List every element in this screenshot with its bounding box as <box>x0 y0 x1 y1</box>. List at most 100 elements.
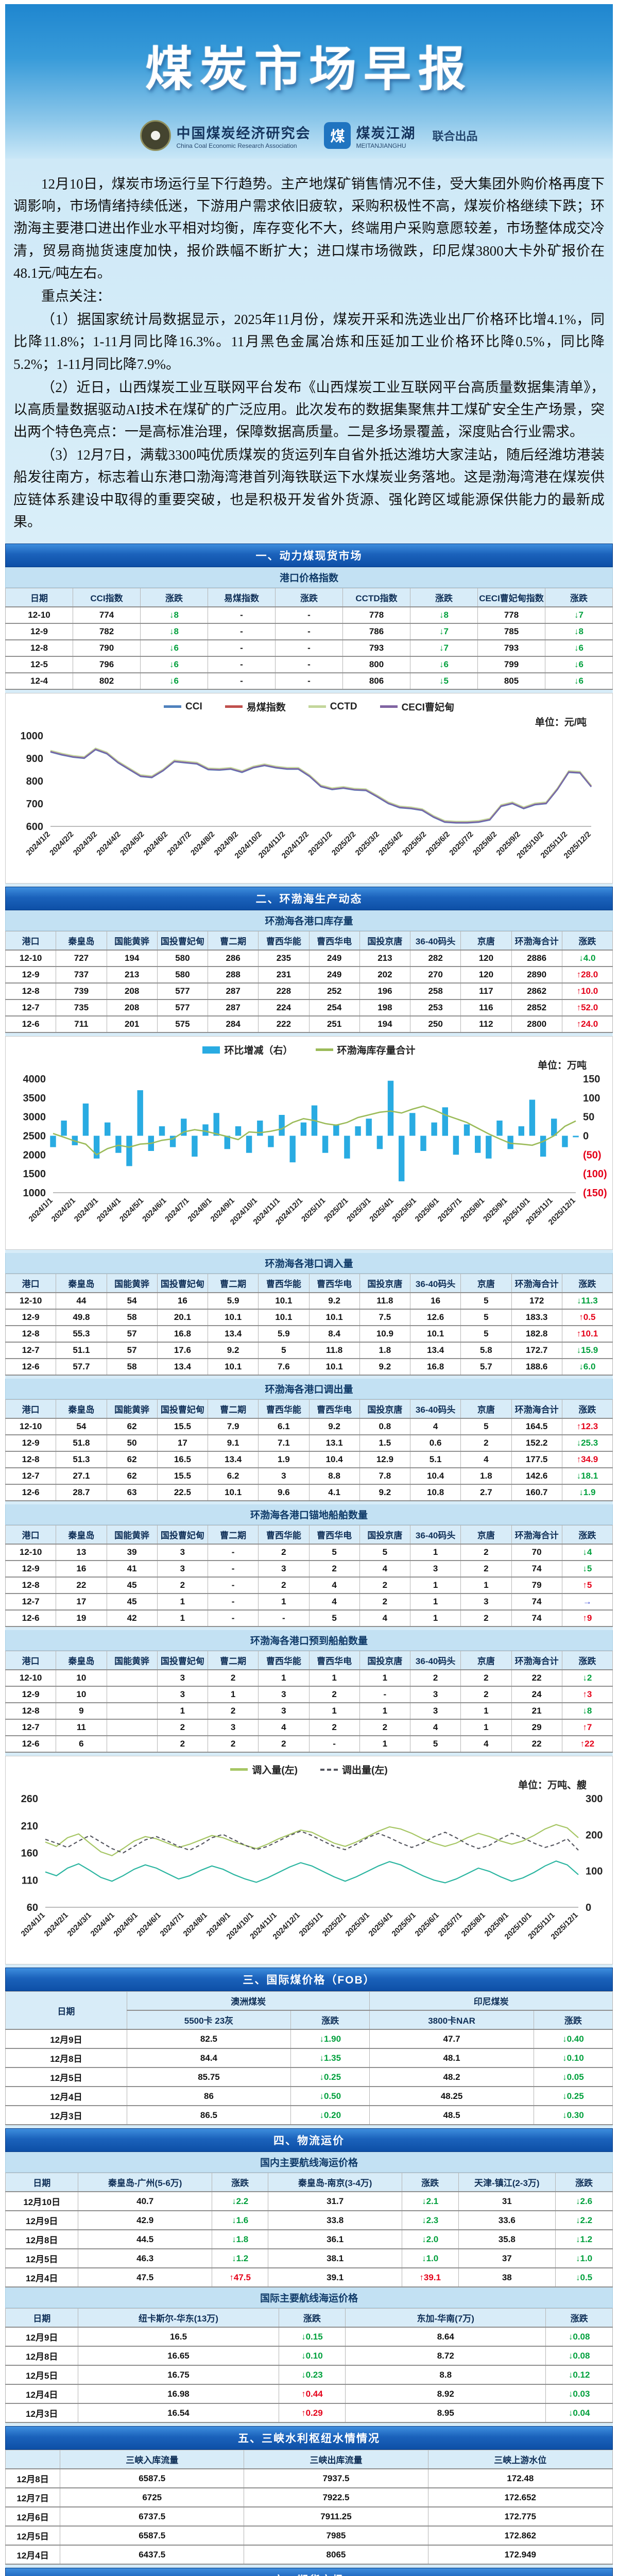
table-row: 12-9 10 3 1 3 2-3 2 24 ↑3 <box>5 1686 613 1703</box>
cell: 3 <box>258 1560 310 1578</box>
cell: ↓2.2 <box>555 2210 613 2230</box>
cell: 2 <box>308 1686 360 1703</box>
cell: 786 <box>342 623 410 640</box>
cell: 9 <box>56 1702 107 1720</box>
cell: 13.4 <box>207 1325 259 1343</box>
cell: 3 <box>157 1669 209 1687</box>
cell: 5 <box>359 1544 411 1561</box>
table-row: 12-5 796 ↓6- -800 ↓6 799 ↓6 <box>5 656 613 673</box>
cell: ↓8 <box>561 1702 613 1720</box>
cell: 1 <box>460 1719 512 1736</box>
col-header <box>5 2450 61 2469</box>
col-header: 三峡入库流量 <box>60 2450 245 2469</box>
cell: 284 <box>207 1015 259 1033</box>
cell: 37 <box>458 2248 556 2268</box>
anchor-ships-block: 环渤海各港口锚地船舶数量 港口 秦皇岛 国能黄骅 国投曹妃甸 曹二期 曹西华能 曹西华电 国投… <box>5 1504 613 1627</box>
col-header: 36-40码头 <box>409 1525 461 1545</box>
table-row: 12-10 54 62 15.5 7.9 6.1 9.2 0.8 4 5 164.5 ↑12.3 <box>5 1418 613 1435</box>
row-date: 12-8 <box>5 1451 57 1468</box>
cell: 2 <box>460 1609 512 1627</box>
col-header: 国投京唐 <box>359 931 411 951</box>
cell: 16.5 <box>78 2327 279 2347</box>
table-row: 12月8日 84.4 ↓1.35 48.1 ↓0.10 <box>5 2048 613 2068</box>
cell: 15.5 <box>157 1467 209 1485</box>
cell: 16.65 <box>78 2346 279 2366</box>
cell: 711 <box>56 1015 107 1033</box>
intl-coal-price-table: 日期 澳洲煤炭 印尼煤炭 5500卡 23灰 涨跌 3800卡NAR 涨跌 12… <box>5 1991 613 2125</box>
cell: ↓0.25 <box>533 2086 613 2106</box>
row-date: 12月6日 <box>5 2506 61 2527</box>
col-header: 秦皇岛-广州(5-6万) <box>78 2173 212 2192</box>
cell: ↓7 <box>410 623 478 640</box>
cell: ↑5 <box>561 1577 613 1594</box>
flow-line-chart: 260 210 160 110 60 300 200 100 0 2024/1/12024/2/1… <box>20 1793 603 1941</box>
cell: 1 <box>409 1577 461 1594</box>
cell: 55.3 <box>56 1325 107 1343</box>
cell: 116 <box>460 999 512 1016</box>
row-date: 12-6 <box>5 1358 57 1376</box>
table-row: 12-6 57.7 58 13.4 10.1 7.6 10.1 9.2 16.8 5.7 188.6… <box>5 1358 613 1376</box>
cell: 201 <box>106 1015 158 1033</box>
cell: 3 <box>258 1686 310 1703</box>
cell: 10.1 <box>308 1358 360 1376</box>
cell: 782 <box>73 623 141 640</box>
col-header: 日期 <box>5 2173 79 2192</box>
cell: 9.2 <box>308 1292 360 1310</box>
col-header: 涨跌 <box>533 2010 613 2030</box>
cell: 24 <box>511 1686 562 1703</box>
svg-text:2024/3/1: 2024/3/1 <box>73 1196 100 1224</box>
col-header: 涨跌 <box>561 1651 613 1670</box>
svg-text:2024/8/2: 2024/8/2 <box>189 830 216 857</box>
col-header: 5500卡 23灰 <box>126 2010 291 2030</box>
meitanjianghu-logo-icon: 煤 <box>324 122 351 149</box>
cell: ↓6 <box>545 656 613 673</box>
cell: 2 <box>460 1434 512 1452</box>
cell: 20.1 <box>157 1309 209 1326</box>
svg-text:2024/2/1: 2024/2/1 <box>43 1911 70 1938</box>
cell: 1 <box>258 1669 310 1687</box>
col-header: 曹西华能 <box>258 931 310 951</box>
row-date: 12-10 <box>5 950 57 967</box>
svg-text:3000: 3000 <box>23 1112 46 1123</box>
svg-text:60: 60 <box>27 1902 38 1913</box>
cell: ↓0.12 <box>545 2365 613 2385</box>
cell: 2 <box>460 1544 512 1561</box>
cell: 183.3 <box>511 1309 562 1326</box>
cell: 796 <box>73 656 141 673</box>
cell: 58 <box>106 1358 158 1376</box>
cell: 2800 <box>511 1015 562 1033</box>
svg-text:600: 600 <box>26 821 43 833</box>
col-header: 港口 <box>5 1274 57 1293</box>
svg-text:2500: 2500 <box>23 1131 46 1142</box>
table-row: 12月4日 6437.5 8065 172.949 <box>5 2545 613 2565</box>
col-header: 秦皇岛 <box>56 1525 107 1545</box>
col-header: 曹西华电 <box>308 931 360 951</box>
row-date: 12-4 <box>5 672 73 690</box>
col-header: 秦皇岛-南京(3-4万) <box>268 2173 402 2192</box>
cell: 47.5 <box>78 2267 212 2287</box>
col-header: 秦皇岛 <box>56 1274 107 1293</box>
cell: ↓2.3 <box>401 2210 459 2230</box>
col-header: 涨跌 <box>561 931 613 951</box>
row-date: 12月4日 <box>5 2086 127 2106</box>
cell: ↓0.08 <box>545 2346 613 2366</box>
legend-item: CCTD <box>308 700 357 714</box>
row-date: 12-7 <box>5 1593 57 1611</box>
row-date: 12-7 <box>5 1467 57 1485</box>
col-header: 曹二期 <box>207 1399 259 1419</box>
cell: 0.8 <box>359 1418 411 1435</box>
col-header: 京唐 <box>460 1399 512 1419</box>
cell: ↓2.0 <box>401 2229 459 2249</box>
cell: 62 <box>106 1418 158 1435</box>
table-row: 12-8 739 208 577 287 228 252 196 258 117 2862 ↑10.0 <box>5 982 613 1000</box>
cell: 5.1 <box>409 1451 461 1468</box>
expected-subtitle: 环渤海各港口预到船舶数量 <box>5 1630 613 1651</box>
cell: 1.8 <box>460 1467 512 1485</box>
svg-text:2024/3/2: 2024/3/2 <box>72 830 99 857</box>
outflow-block: 环渤海各港口调出量 港口 秦皇岛 国能黄骅 国投曹妃甸 曹二期 曹西华能 曹西华电 国投京唐 3… <box>5 1379 613 1501</box>
cell: 16.98 <box>78 2384 279 2404</box>
cell: ↓2 <box>561 1669 613 1687</box>
svg-text:50: 50 <box>583 1112 594 1123</box>
cell: ↓0.08 <box>545 2327 613 2347</box>
cell: 31 <box>458 2191 556 2211</box>
